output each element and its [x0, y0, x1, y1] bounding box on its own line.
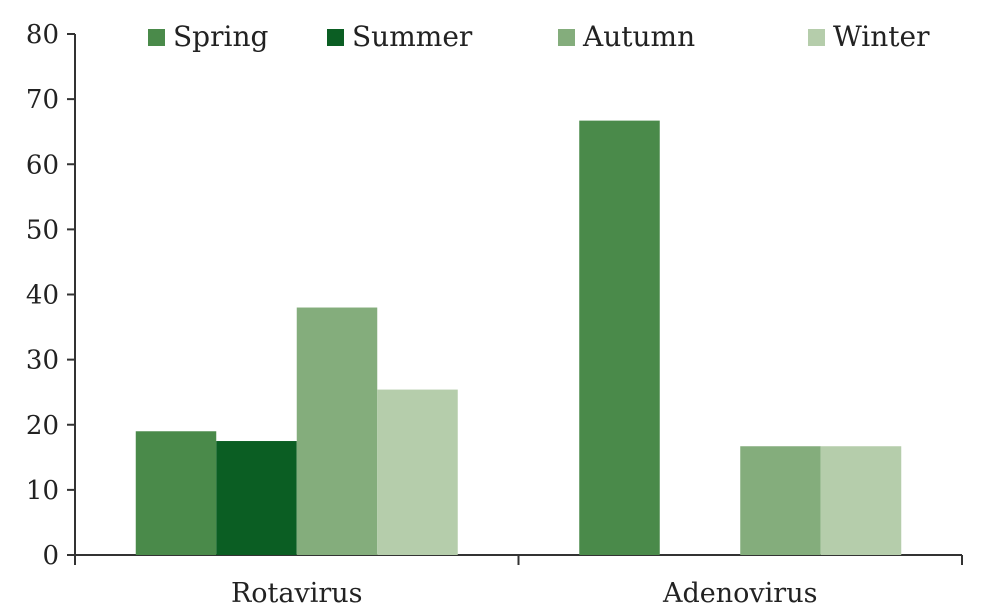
y-tick-label: 50 — [26, 215, 59, 245]
legend-label-winter: Winter — [833, 20, 930, 53]
category-label: Rotavirus — [231, 578, 363, 609]
legend-label-summer: Summer — [352, 20, 473, 53]
y-tick-label: 30 — [26, 346, 59, 376]
bar-winter-adenovirus — [820, 446, 902, 555]
legend-swatch-autumn — [558, 29, 575, 46]
bars — [135, 120, 902, 556]
y-tick-label: 0 — [42, 541, 59, 571]
legend: Spring Summer Autumn Winter — [148, 20, 930, 53]
bar-summer-rotavirus — [216, 441, 297, 555]
bar-spring-adenovirus — [579, 120, 660, 556]
y-tick-label: 10 — [26, 476, 59, 506]
bar-autumn-rotavirus — [296, 307, 378, 555]
category-label: Adenovirus — [662, 578, 817, 609]
bar-winter-rotavirus — [377, 389, 458, 555]
y-tick-label: 70 — [26, 85, 59, 115]
axes: 0 10 20 30 40 50 60 70 80 Rotavirus Adenovirus — [26, 20, 963, 609]
y-tick-label: 60 — [26, 150, 59, 180]
legend-swatch-winter — [808, 29, 825, 46]
legend-label-spring: Spring — [173, 20, 268, 53]
y-tick-label: 80 — [26, 20, 59, 50]
legend-swatch-summer — [327, 29, 344, 46]
legend-label-autumn: Autumn — [582, 20, 695, 53]
y-tick-label: 20 — [26, 411, 59, 441]
bar-autumn-adenovirus — [740, 446, 821, 555]
bar-spring-rotavirus — [135, 431, 217, 555]
legend-swatch-spring — [148, 29, 165, 46]
y-tick-label: 40 — [26, 281, 59, 311]
